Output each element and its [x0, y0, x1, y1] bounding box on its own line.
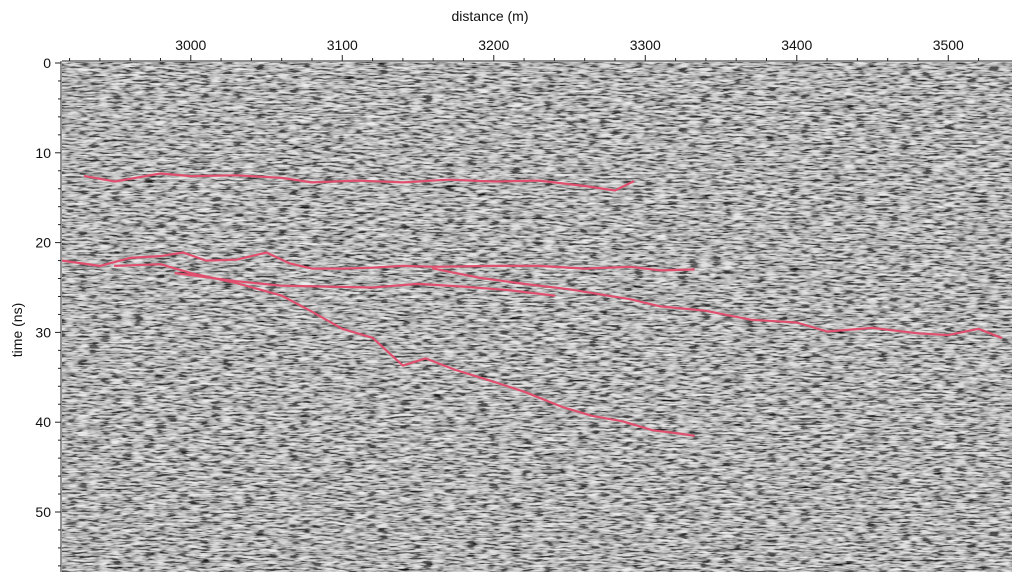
x-tick-label: 3200: [478, 37, 509, 53]
horizon-line: [432, 267, 1003, 339]
x-tick-label: 3100: [327, 37, 358, 53]
y-tick-label: 10: [35, 145, 51, 161]
plot-area: [62, 62, 1012, 572]
y-tick-label: 50: [35, 504, 51, 520]
y-axis-title: time (ns): [9, 303, 25, 357]
horizon-line: [62, 251, 695, 272]
y-tick-label: 40: [35, 414, 51, 430]
x-tick-label: 3300: [630, 37, 661, 53]
x-tick-label: 3500: [933, 37, 964, 53]
horizon-lines: [62, 172, 1003, 437]
horizon-line: [174, 272, 556, 297]
radar-texture-deep: [62, 250, 1012, 572]
y-tick-label: 20: [35, 235, 51, 251]
horizon-line: [113, 263, 695, 437]
horizon-line: [83, 172, 635, 192]
x-axis-title: distance (m): [451, 8, 528, 24]
x-tick-label: 3000: [175, 37, 206, 53]
x-tick-label: 3400: [781, 37, 812, 53]
y-tick-label: 30: [35, 324, 51, 340]
axes: 3000 3100 3200 3300 3400 3500 0 10 20 30 40 50: [35, 37, 1012, 572]
y-tick-label: 0: [43, 55, 51, 71]
